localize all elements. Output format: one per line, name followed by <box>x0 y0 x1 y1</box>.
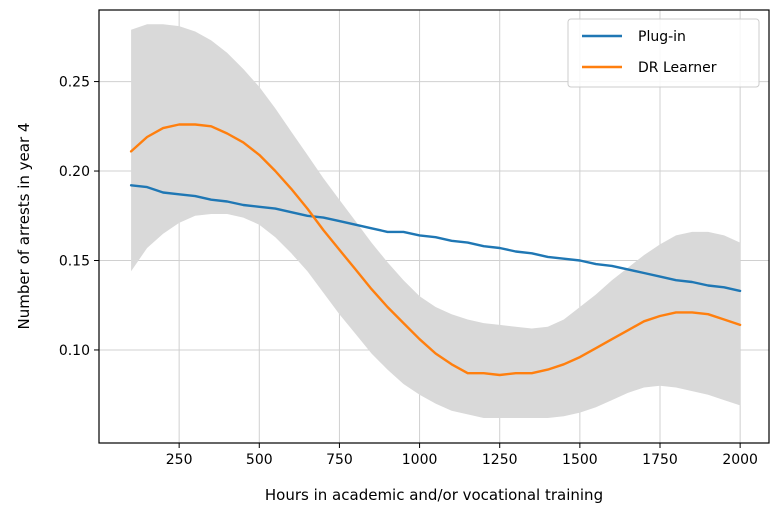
x-tick-label: 1750 <box>642 452 678 468</box>
x-tick-label: 750 <box>326 452 353 468</box>
x-tick-label: 1000 <box>402 452 438 468</box>
plot-area-frame <box>98 9 770 444</box>
x-tick-label: 2000 <box>722 452 758 468</box>
x-axis-label: Hours in academic and/or vocational trai… <box>265 486 603 504</box>
confidence-band <box>131 24 741 419</box>
series-lines <box>129 123 742 377</box>
y-axis-ticks: 0.10 0.15 0.20 0.25 <box>59 75 99 359</box>
y-tick-label: 0.10 <box>59 343 90 359</box>
y-tick-label: 0.20 <box>59 164 90 180</box>
x-tick-label: 1250 <box>482 452 518 468</box>
x-tick-label: 500 <box>246 452 273 468</box>
legend-label-plug-in: Plug-in <box>638 29 686 45</box>
legend: Plug-in DR Learner <box>567 18 760 88</box>
y-tick-label: 0.15 <box>59 253 90 269</box>
legend-label-dr-learner: DR Learner <box>638 60 717 76</box>
x-tick-label: 250 <box>166 452 193 468</box>
series-line-plug-in <box>129 184 742 293</box>
series-line-dr-learner <box>129 123 742 377</box>
x-axis-ticks: 250 500 750 1000 1250 1500 1750 2000 <box>166 443 758 468</box>
x-tick-label: 1500 <box>562 452 598 468</box>
y-tick-label: 0.25 <box>59 75 90 91</box>
y-axis-label: Number of arrests in year 4 <box>15 123 33 330</box>
